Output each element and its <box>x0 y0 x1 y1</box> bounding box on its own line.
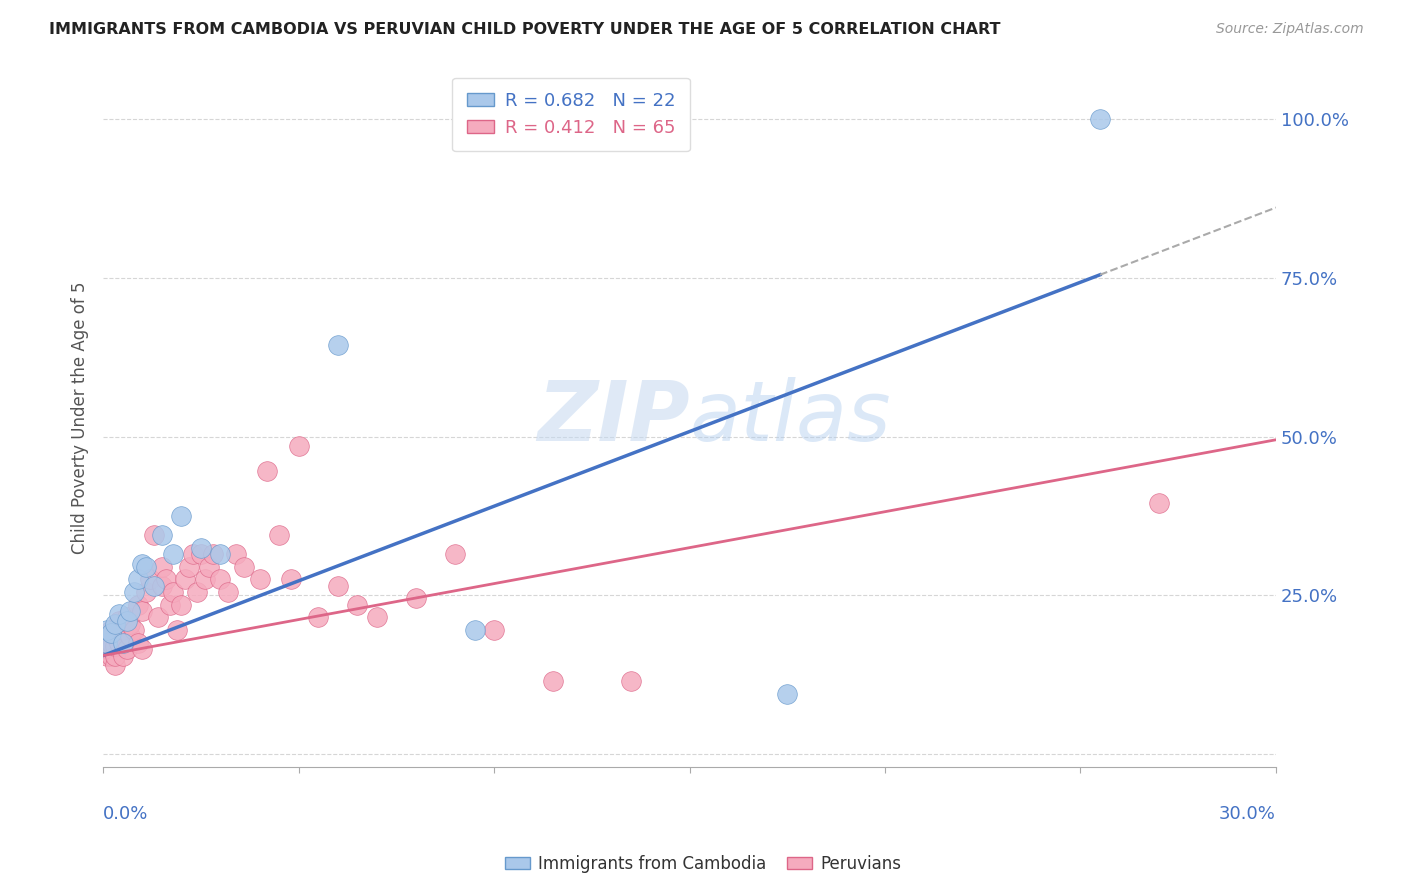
Point <box>100 626 122 640</box>
Point <box>201 547 224 561</box>
Point <box>190 547 212 561</box>
Point <box>464 623 486 637</box>
Point <box>100 642 122 657</box>
Point <box>366 610 388 624</box>
Point <box>267 528 290 542</box>
Point <box>166 623 188 637</box>
Point <box>346 598 368 612</box>
Point <box>405 591 427 606</box>
Point <box>104 658 127 673</box>
Point <box>162 585 184 599</box>
Point <box>197 559 219 574</box>
Point <box>120 630 142 644</box>
Point <box>541 673 564 688</box>
Point <box>111 623 134 637</box>
Point <box>159 598 181 612</box>
Point <box>127 573 149 587</box>
Point <box>104 616 127 631</box>
Point <box>131 642 153 657</box>
Point <box>217 585 239 599</box>
Point <box>104 639 127 653</box>
Point <box>186 585 208 599</box>
Point <box>120 604 142 618</box>
Text: Source: ZipAtlas.com: Source: ZipAtlas.com <box>1216 22 1364 37</box>
Point <box>100 623 122 637</box>
Point <box>280 573 302 587</box>
Point <box>326 579 349 593</box>
Point <box>256 465 278 479</box>
Point <box>131 557 153 571</box>
Point <box>100 636 122 650</box>
Point <box>146 610 169 624</box>
Point <box>124 623 146 637</box>
Point <box>179 559 201 574</box>
Point <box>620 673 643 688</box>
Point <box>100 648 122 663</box>
Point <box>111 636 134 650</box>
Point <box>96 630 118 644</box>
Point <box>142 528 165 542</box>
Point <box>107 623 129 637</box>
Point <box>150 528 173 542</box>
Point <box>170 598 193 612</box>
Point <box>482 623 505 637</box>
Point <box>115 610 138 624</box>
Point <box>96 648 118 663</box>
Point <box>776 687 799 701</box>
Point <box>124 585 146 599</box>
Point <box>162 547 184 561</box>
Point <box>155 573 177 587</box>
Point <box>120 616 142 631</box>
Point <box>181 547 204 561</box>
Point <box>150 579 173 593</box>
Point <box>225 547 247 561</box>
Point <box>307 610 329 624</box>
Point <box>194 573 217 587</box>
Y-axis label: Child Poverty Under the Age of 5: Child Poverty Under the Age of 5 <box>72 281 89 554</box>
Point <box>150 559 173 574</box>
Point <box>142 579 165 593</box>
Point <box>111 636 134 650</box>
Point <box>1147 496 1170 510</box>
Point <box>190 541 212 555</box>
Legend: R = 0.682   N = 22, R = 0.412   N = 65: R = 0.682 N = 22, R = 0.412 N = 65 <box>453 78 689 152</box>
Point <box>104 630 127 644</box>
Point <box>139 573 162 587</box>
Point <box>444 547 467 561</box>
Point <box>115 614 138 628</box>
Text: ZIP: ZIP <box>537 377 689 458</box>
Point <box>135 559 157 574</box>
Legend: Immigrants from Cambodia, Peruvians: Immigrants from Cambodia, Peruvians <box>498 848 908 880</box>
Point <box>1088 112 1111 127</box>
Text: 30.0%: 30.0% <box>1219 805 1277 823</box>
Point <box>127 636 149 650</box>
Point <box>107 636 129 650</box>
Point <box>96 636 118 650</box>
Text: atlas: atlas <box>689 377 891 458</box>
Point <box>232 559 254 574</box>
Point <box>174 573 197 587</box>
Text: 0.0%: 0.0% <box>103 805 149 823</box>
Point <box>131 604 153 618</box>
Point <box>107 607 129 622</box>
Point <box>104 648 127 663</box>
Point <box>326 337 349 351</box>
Point <box>170 508 193 523</box>
Point <box>249 573 271 587</box>
Point <box>111 648 134 663</box>
Point <box>115 642 138 657</box>
Point <box>209 573 232 587</box>
Point <box>96 623 118 637</box>
Point <box>96 636 118 650</box>
Point <box>287 439 309 453</box>
Point <box>135 585 157 599</box>
Point <box>209 547 232 561</box>
Text: IMMIGRANTS FROM CAMBODIA VS PERUVIAN CHILD POVERTY UNDER THE AGE OF 5 CORRELATIO: IMMIGRANTS FROM CAMBODIA VS PERUVIAN CHI… <box>49 22 1001 37</box>
Point <box>127 598 149 612</box>
Point <box>107 614 129 628</box>
Point <box>96 642 118 657</box>
